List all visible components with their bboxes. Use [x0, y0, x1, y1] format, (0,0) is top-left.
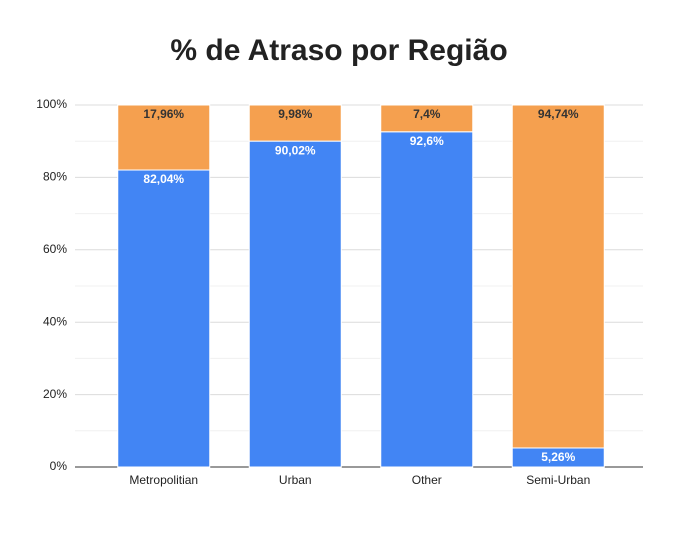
value-label: 94,74%: [538, 107, 579, 121]
y-tick-label: 20%: [43, 387, 67, 401]
x-tick-label: Other: [412, 473, 442, 487]
bar-segment: [117, 104, 211, 171]
x-tick-label: Semi-Urban: [526, 473, 590, 487]
y-tick-label: 60%: [43, 242, 67, 256]
value-label: 92,6%: [410, 134, 444, 148]
value-label: 17,96%: [143, 107, 184, 121]
y-tick-label: 40%: [43, 314, 67, 328]
value-label: 90,02%: [275, 143, 316, 157]
bar-segment: [248, 140, 342, 468]
bar-segment: [380, 104, 474, 133]
x-tick-label: Urban: [279, 473, 312, 487]
bar-segment: [511, 104, 605, 449]
y-tick-label: 0%: [50, 459, 68, 473]
y-tick-label: 80%: [43, 170, 67, 184]
value-label: 82,04%: [143, 172, 184, 186]
value-label: 9,98%: [278, 107, 312, 121]
bar-segment: [248, 104, 342, 142]
bar-segment: [380, 131, 474, 468]
y-tick-label: 100%: [36, 97, 67, 111]
value-label: 5,26%: [541, 450, 575, 464]
bar-segment: [117, 169, 211, 468]
value-label: 7,4%: [413, 107, 441, 121]
chart-title: % de Atraso por Região: [170, 34, 507, 67]
x-tick-label: Metropolitian: [129, 473, 198, 487]
